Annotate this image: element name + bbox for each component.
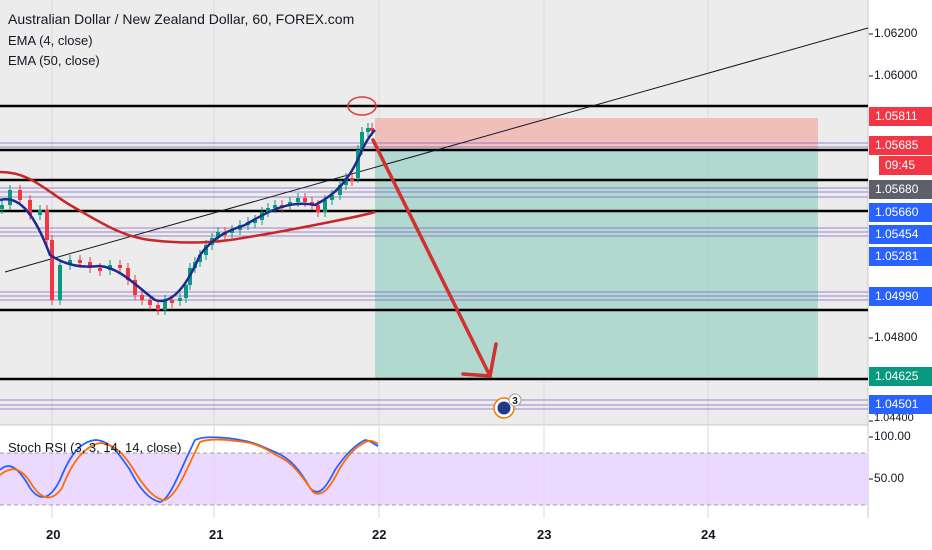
candle-body <box>18 190 22 200</box>
price-tag-level[interactable]: 1.05660 <box>869 203 932 222</box>
candle-body <box>230 230 234 233</box>
stoch-tick-label: 100.00 <box>874 429 911 443</box>
ema-4-line[interactable] <box>0 129 376 303</box>
time-axis-label: 24 <box>701 527 716 542</box>
candle-body <box>170 300 174 303</box>
candle-body <box>118 265 122 268</box>
candle-body <box>266 208 270 212</box>
candle-body <box>198 255 202 262</box>
price-tag-last[interactable]: 1.05680 <box>869 180 932 199</box>
candle-body <box>68 260 72 265</box>
time-axis-background <box>0 518 868 550</box>
candle-body <box>148 300 152 305</box>
candle-body <box>253 220 257 223</box>
event-count: 3 <box>512 396 518 407</box>
candle-body <box>338 185 342 195</box>
candle-body <box>350 178 354 181</box>
candle-body <box>58 265 62 300</box>
ema-50-legend[interactable]: EMA (50, close) <box>8 53 100 68</box>
price-tick-label: 1.04800 <box>874 330 918 344</box>
stoch-band <box>0 453 868 505</box>
price-tag-entry[interactable]: 1.05685 <box>869 136 932 155</box>
chart-title: Australian Dollar / New Zealand Dollar, … <box>8 11 355 27</box>
candle-body <box>78 260 82 263</box>
time-axis-label: 22 <box>372 527 387 542</box>
price-tag-stop[interactable]: 1.05811 <box>869 107 932 126</box>
price-tick-label: 1.04400 <box>874 414 914 422</box>
candle-body <box>303 198 307 202</box>
price-tag-target[interactable]: 1.04625 <box>869 367 932 386</box>
candle-body <box>204 245 208 255</box>
candle-body <box>370 128 374 131</box>
candle-body <box>323 200 327 212</box>
candle-body <box>330 195 334 200</box>
time-axis-label: 21 <box>209 527 224 542</box>
candle-body <box>178 298 182 301</box>
key-levels[interactable] <box>0 104 868 381</box>
candle-body <box>216 232 220 238</box>
candle-body <box>50 240 54 300</box>
countdown-tag: 09:45 <box>879 156 932 175</box>
time-axis-label: 23 <box>537 527 552 542</box>
high-marker-circle[interactable] <box>347 96 377 116</box>
time-axis-label: 20 <box>46 527 61 542</box>
candle-body <box>296 198 300 202</box>
price-tick-label: 1.06000 <box>874 68 918 82</box>
stoch-d-line[interactable] <box>0 438 379 501</box>
candle-body <box>126 268 130 280</box>
candle-body <box>0 205 4 209</box>
price-tag-level[interactable]: 1.05454 <box>869 225 932 244</box>
candle-body <box>273 205 277 208</box>
event-count-badge <box>508 393 522 407</box>
candle-body <box>288 202 292 205</box>
price-tag-level[interactable]: 1.04990 <box>869 287 932 306</box>
candle-body <box>8 190 12 205</box>
candle-body <box>28 200 32 215</box>
stoch-k-line[interactable] <box>0 436 379 503</box>
projection-arrow[interactable] <box>371 138 498 378</box>
ema-4-legend[interactable]: EMA (4, close) <box>8 33 93 48</box>
candle-body <box>133 280 137 295</box>
candle-body <box>140 295 144 300</box>
candle-body <box>98 268 102 271</box>
candle-body <box>356 150 360 178</box>
price-tick-label: 1.06200 <box>874 26 918 40</box>
stoch-tick-label: 50.00 <box>874 471 905 485</box>
support-resistance-bands[interactable] <box>0 142 868 410</box>
candle-body <box>163 300 167 310</box>
trend-line[interactable] <box>4 27 869 273</box>
price-scale-ticks <box>869 33 873 480</box>
candle-body <box>184 285 188 298</box>
price-tag-level[interactable]: 1.04501 <box>869 395 932 414</box>
price-scale[interactable] <box>869 0 932 550</box>
stoch-rsi-legend[interactable]: Stoch RSI (3, 3, 14, 14, close) <box>8 440 182 455</box>
candle-body <box>45 210 49 240</box>
price-tag-level[interactable]: 1.05281 <box>869 247 932 266</box>
candle-body <box>88 262 92 268</box>
flag-icon <box>497 401 511 415</box>
take-profit-zone[interactable] <box>375 148 818 380</box>
candle-body <box>366 128 370 132</box>
candle-body <box>360 132 364 150</box>
candle-body <box>156 305 160 310</box>
ema-50-line[interactable] <box>0 170 376 244</box>
candle-body <box>38 210 42 215</box>
candle-body <box>316 205 320 212</box>
